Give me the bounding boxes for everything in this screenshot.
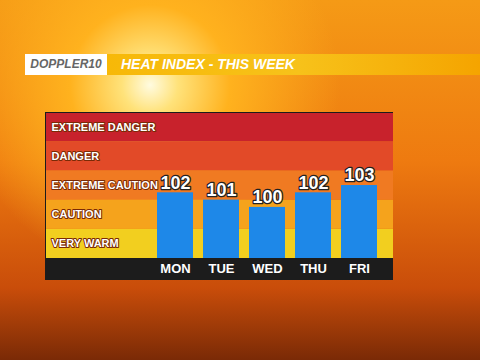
svg-text:MON: MON: [160, 261, 190, 276]
svg-text:EXTREME CAUTION: EXTREME CAUTION: [52, 179, 158, 191]
svg-text:VERY WARM: VERY WARM: [52, 237, 119, 249]
svg-text:FRI: FRI: [349, 261, 370, 276]
svg-text:CAUTION: CAUTION: [52, 208, 102, 220]
svg-text:101: 101: [206, 180, 236, 200]
svg-text:103: 103: [344, 165, 374, 185]
html-text:HEAT INDEX - THIS WEEK: HEAT INDEX - THIS WEEK: [121, 56, 295, 72]
svg-text:THU: THU: [300, 261, 327, 276]
svg-text:102: 102: [160, 173, 190, 193]
svg-text:100: 100: [252, 187, 282, 207]
svg-text:DANGER: DANGER: [52, 150, 100, 162]
svg-text:102: 102: [298, 173, 328, 193]
svg-text:WED: WED: [252, 261, 282, 276]
svg-text:TUE: TUE: [209, 261, 235, 276]
svg-text:EXTREME DANGER: EXTREME DANGER: [52, 121, 156, 133]
html-text:DOPPLER10: DOPPLER10: [30, 57, 102, 71]
